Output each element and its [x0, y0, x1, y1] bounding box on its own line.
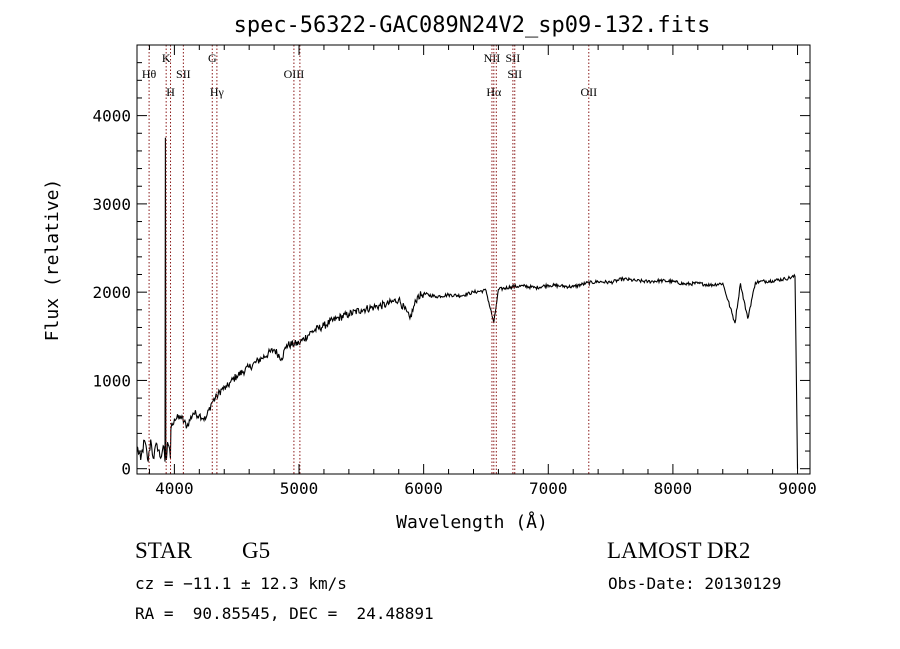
x-tick-label: 7000	[529, 479, 568, 498]
plot-frame	[136, 44, 811, 475]
line-marker-label: H	[166, 85, 175, 99]
line-marker-label: K	[162, 51, 171, 65]
coordinates-text: RA = 90.85545, DEC = 24.48891	[135, 604, 434, 623]
y-axis-label: Flux (relative)	[42, 179, 63, 342]
object-subclass: G5	[242, 538, 271, 563]
line-marker-label: SII	[176, 67, 191, 81]
x-tick-label: 5000	[280, 479, 319, 498]
x-tick-label: 9000	[778, 479, 817, 498]
y-tick-label: 2000	[92, 283, 131, 302]
y-tick-label: 1000	[92, 371, 131, 390]
line-marker-label: G	[208, 51, 217, 65]
redshift-text: cz = −11.1 ± 12.3 km/s	[135, 574, 347, 593]
x-axis-label: Wavelength (Å)	[396, 511, 548, 533]
survey-name: LAMOST DR2	[607, 538, 751, 563]
y-tick-label: 4000	[92, 107, 131, 126]
y-tick-label: 0	[121, 460, 131, 479]
line-marker-label: Hθ	[142, 67, 157, 81]
y-tick-label: 3000	[92, 195, 131, 214]
line-marker-label: SII	[507, 67, 522, 81]
object-class: STAR	[135, 538, 192, 563]
line-marker-label: SII	[506, 51, 521, 65]
chart-title: spec-56322-GAC089N24V2_sp09-132.fits	[234, 13, 711, 38]
line-marker-label: Hα	[486, 85, 502, 99]
spectrum-line	[136, 137, 799, 469]
obs-date-text: Obs-Date: 20130129	[608, 574, 782, 593]
x-tick-label: 8000	[654, 479, 693, 498]
x-tick-label: 6000	[404, 479, 443, 498]
line-marker-label: OII	[580, 85, 597, 99]
line-marker-label: Hγ	[210, 85, 225, 99]
line-marker-label: OIII	[284, 67, 305, 81]
x-tick-label: 4000	[155, 479, 194, 498]
line-marker-label: NII	[484, 51, 501, 65]
